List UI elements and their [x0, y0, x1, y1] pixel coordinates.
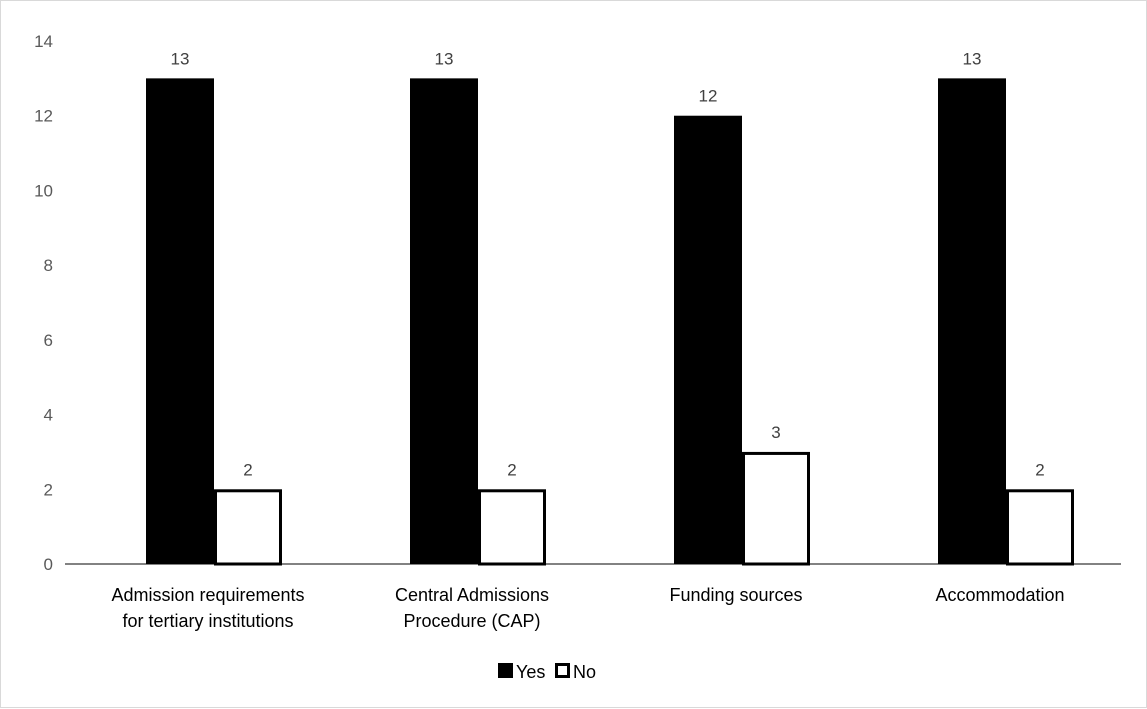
bar-yes-1 [410, 78, 478, 564]
bars: 13 2 13 2 12 3 13 2 [146, 49, 1074, 566]
y-tick-label: 12 [34, 107, 53, 126]
data-label-no-2: 3 [771, 423, 780, 442]
x-category-label-line: Admission requirements [111, 585, 304, 605]
data-label-yes-1: 13 [435, 49, 454, 68]
legend: Yes No [498, 662, 596, 682]
x-category-label: Admission requirements for tertiary insti… [111, 585, 304, 631]
data-label-no-0: 2 [243, 460, 252, 479]
x-category-label-line: Central Admissions [395, 585, 549, 605]
x-category-label: Funding sources [669, 585, 802, 605]
legend-swatch-yes [498, 663, 513, 678]
data-label-yes-2: 12 [699, 87, 718, 106]
bar-yes-3 [938, 78, 1006, 564]
x-category-label-line: for tertiary institutions [122, 611, 293, 631]
y-tick-label: 2 [44, 480, 53, 499]
x-category-label-line: Procedure (CAP) [403, 611, 540, 631]
data-label-no-3: 2 [1035, 460, 1044, 479]
y-tick-label: 14 [34, 32, 53, 51]
x-category-label-line: Funding sources [669, 585, 802, 605]
bar-no-2 [742, 451, 810, 566]
legend-label-no: No [573, 662, 596, 682]
x-category-label-line: Accommodation [935, 585, 1064, 605]
y-tick-label: 8 [44, 256, 53, 275]
bar-yes-2 [674, 115, 742, 564]
y-tick-label: 10 [34, 181, 53, 200]
legend-label-yes: Yes [516, 662, 545, 682]
bar-no-1 [478, 489, 546, 566]
bar-no-0 [214, 489, 282, 566]
y-tick-label: 0 [44, 555, 53, 574]
data-label-yes-0: 13 [171, 49, 190, 68]
legend-swatch-no [555, 663, 570, 678]
y-tick-label: 6 [44, 331, 53, 350]
x-category-label: Accommodation [935, 585, 1064, 605]
bar-yes-0 [146, 78, 214, 564]
bar-no-3 [1006, 489, 1074, 566]
data-label-no-1: 2 [507, 460, 516, 479]
y-tick-label: 4 [44, 406, 53, 425]
y-axis: 0 2 4 6 8 10 12 14 [34, 32, 53, 574]
x-category-label: Central Admissions Procedure (CAP) [395, 585, 549, 631]
x-axis: Admission requirements for tertiary insti… [65, 563, 1121, 631]
data-label-yes-3: 13 [963, 49, 982, 68]
